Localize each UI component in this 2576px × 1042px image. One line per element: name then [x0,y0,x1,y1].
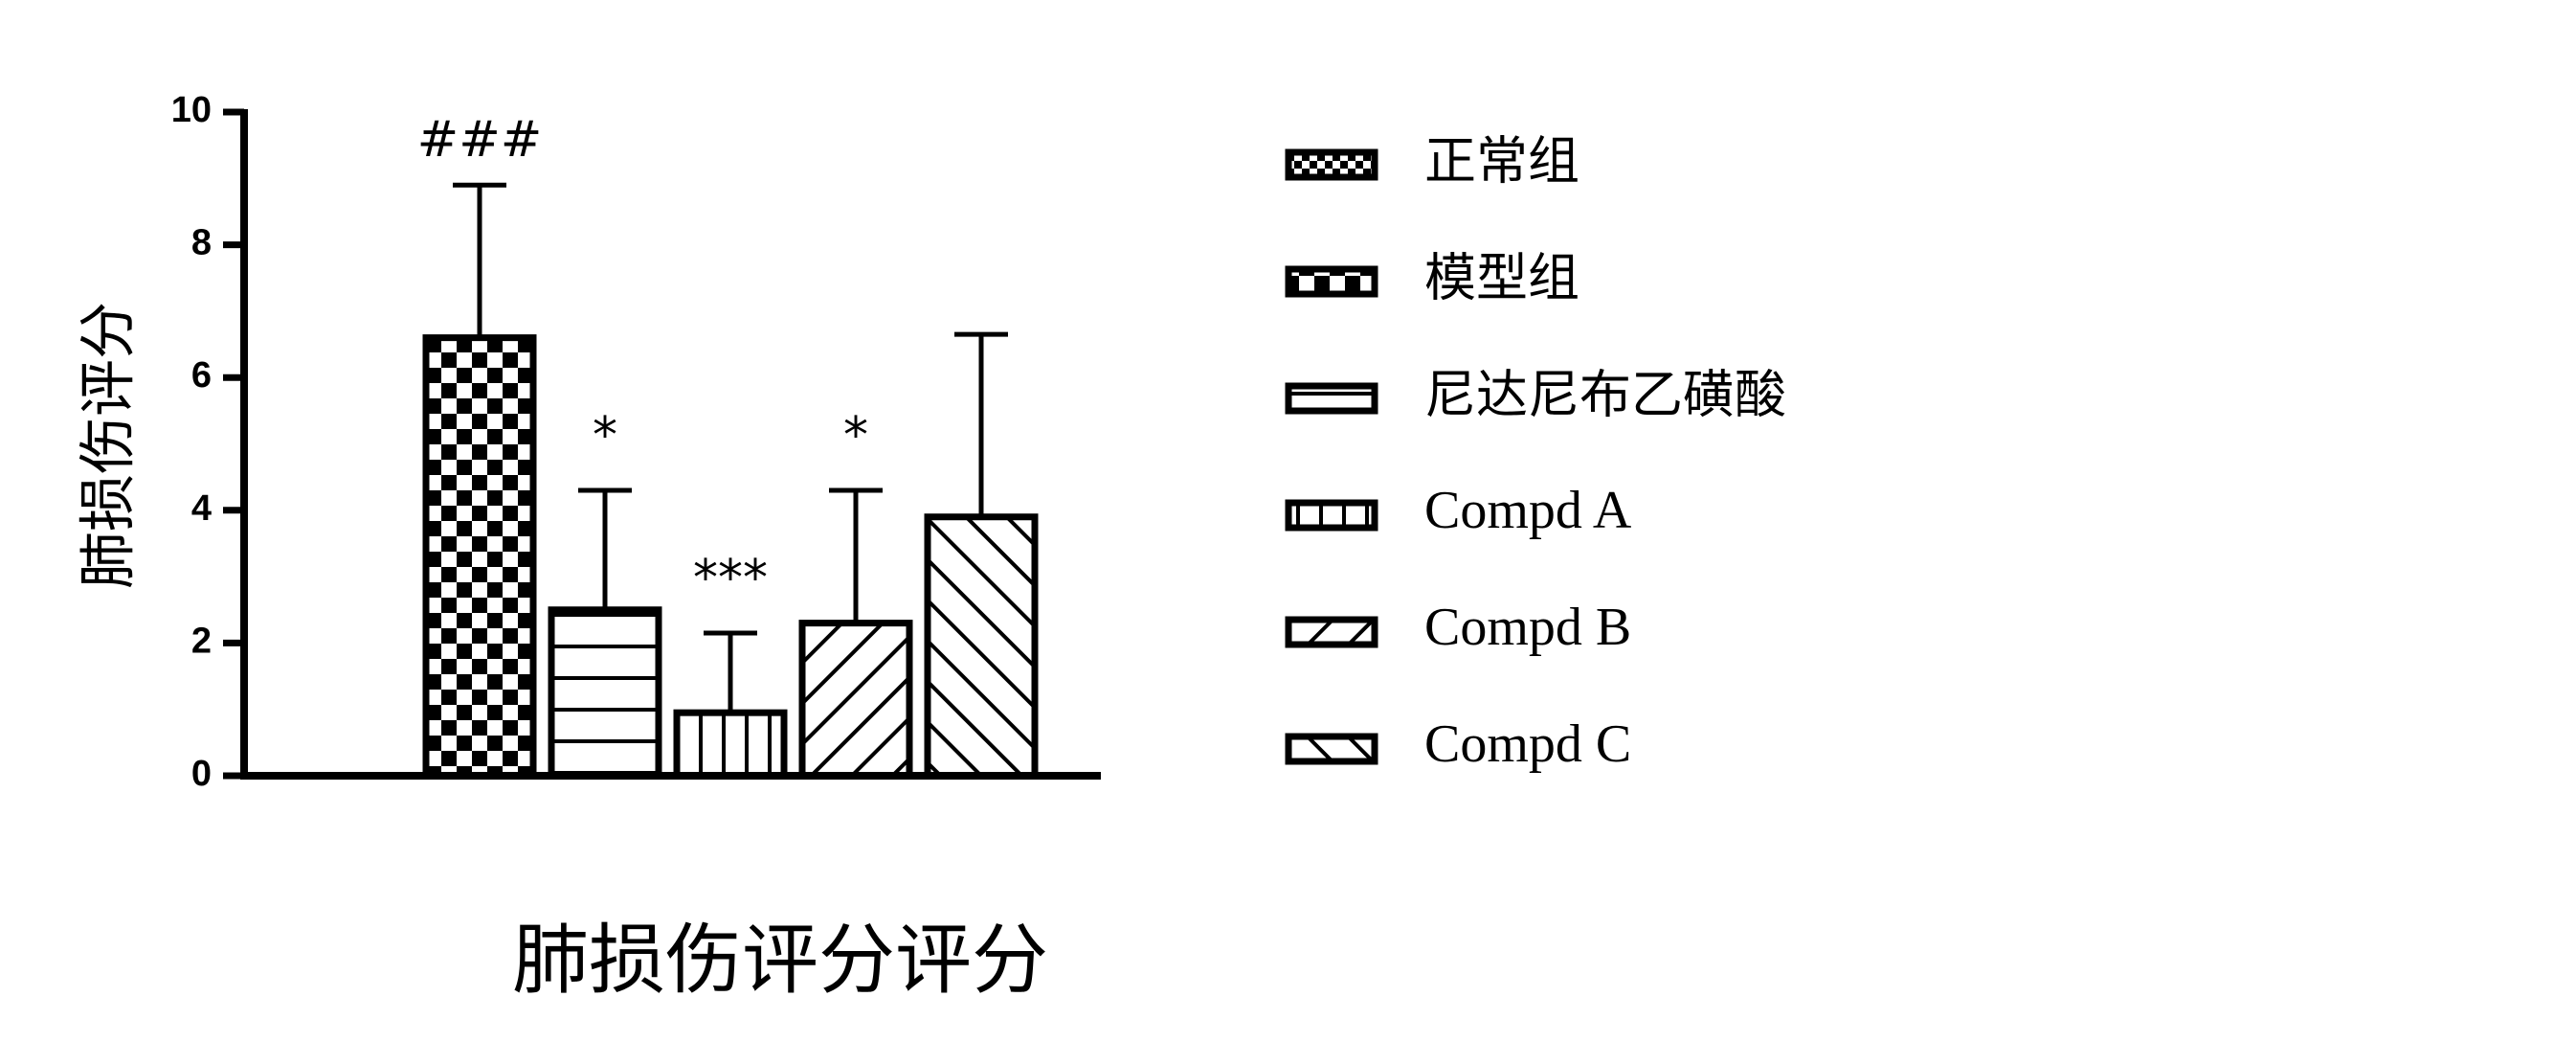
legend-swatch [1285,148,1378,181]
significance-label: * [843,407,868,464]
y-tick-label: 8 [191,223,212,263]
bar [798,620,913,780]
y-tick-label: 6 [191,355,212,396]
bar [673,709,788,780]
legend-label: Compd B [1424,598,1631,657]
legend-swatch [1285,499,1378,532]
significance-label: ### [417,111,543,169]
bar [548,606,662,780]
legend-label: 尼达尼布乙磺酸 [1424,365,1786,425]
significance-label: *** [693,550,768,607]
y-tick-label: 0 [191,754,212,794]
x-axis-title: 肺损伤评分评分 [512,916,1048,1005]
y-axis-title: 肺损伤评分 [76,302,143,589]
bar [924,513,1039,780]
axes [240,109,1101,780]
legend-swatch [1285,265,1378,298]
legend-swatch [1285,616,1378,648]
bar [422,334,537,780]
significance-label: * [593,407,617,464]
y-tick-label: 2 [191,621,212,661]
legend-label: Compd A [1424,481,1632,540]
legend-label: 模型组 [1424,248,1579,308]
legend-swatch [1285,733,1378,765]
legend-label: 正常组 [1424,131,1579,192]
y-tick-label: 4 [191,488,212,529]
bars: ###***** [417,111,1039,780]
legend-swatch [1285,382,1378,415]
legend-label: Compd C [1424,714,1631,774]
y-axis-ticks: 0 2 4 6 8 10 [171,90,244,794]
y-tick-label: 10 [171,90,212,130]
